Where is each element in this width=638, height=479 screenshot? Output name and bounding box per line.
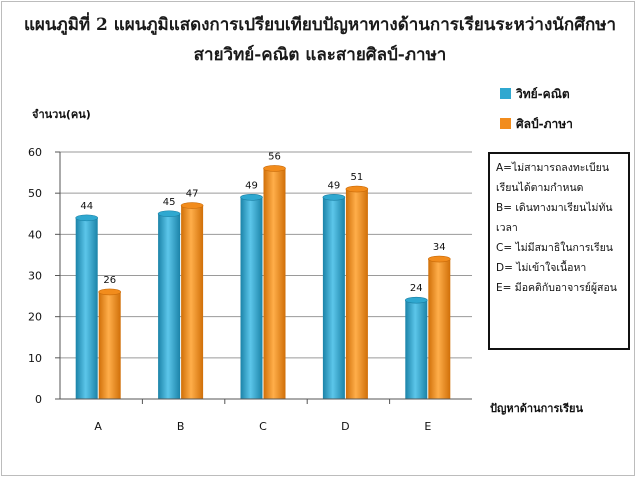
bar-B-series1	[158, 213, 181, 399]
bar-cap-C-series1	[240, 193, 263, 201]
data-label-E-series2: 34	[433, 242, 446, 253]
bar-B-series2	[181, 205, 204, 399]
data-label-D-series2: 51	[351, 172, 364, 183]
bar-D-series1	[322, 197, 345, 399]
bar-cap-A-series2	[98, 288, 121, 296]
y-tick-label: 30	[28, 270, 42, 283]
note-c: C= ไม่มีสมาธิในการเรียน	[496, 242, 613, 254]
bar-cap-B-series1	[157, 210, 181, 218]
data-label-C-series2: 56	[268, 151, 281, 162]
x-tick-label-A: A	[94, 420, 102, 433]
note-a: A=ไม่สามารถลงทะเบียนเรียนได้ตามกำหนด	[496, 162, 610, 194]
x-tick-label-E: E	[424, 420, 431, 433]
bar-cap-A-series1	[75, 214, 98, 222]
y-axis-label: จำนวน(คน)	[32, 108, 91, 121]
legend-swatch-series1	[500, 88, 511, 99]
bar-E-series2	[428, 259, 451, 399]
bar-E-series1	[405, 300, 428, 399]
axes: 0 10 20 30 40 50 60 A B C D E	[28, 146, 472, 433]
note-b: B= เดินทางมาเรียนไม่ทันเวลา	[496, 202, 613, 234]
y-tick-label: 40	[28, 228, 42, 241]
data-label-B-series1: 45	[163, 197, 176, 208]
bar-A-series2	[98, 291, 121, 399]
legend-swatch-series2	[500, 118, 511, 129]
legend: วิทย์-คณิต ศิลป์-ภาษา	[500, 87, 573, 131]
legend-label-series2: ศิลป์-ภาษา	[516, 117, 573, 131]
bar-cap-E-series1	[404, 296, 428, 304]
y-tick-label: 10	[28, 352, 42, 365]
bar-cap-E-series2	[427, 255, 451, 263]
bar-cap-C-series2	[263, 165, 286, 172]
data-label-C-series1: 49	[245, 180, 258, 191]
x-tick-label-D: D	[341, 420, 349, 433]
bar-cap-B-series2	[180, 202, 204, 209]
bar-cap-D-series2	[345, 185, 369, 193]
legend-label-series1: วิทย์-คณิต	[516, 87, 570, 101]
bar-A-series1	[75, 217, 98, 399]
x-tick-label-B: B	[177, 420, 185, 433]
data-label-A-series2: 26	[103, 275, 116, 286]
data-label-B-series2: 47	[186, 189, 199, 200]
y-tick-label: 0	[35, 393, 42, 406]
chart-title-line-1: แผนภูมิที่ 2 แผนภูมิแสดงการเปรียบเทียบปั…	[24, 12, 616, 36]
bar-C-series1	[240, 197, 263, 399]
note-e: E= มีอคติกับอาจารย์ผู้สอน	[496, 282, 617, 294]
y-tick-label: 20	[28, 311, 42, 324]
chart-title-line-2: สายวิทย์-คณิต และสายศิลป์-ภาษา	[194, 44, 447, 65]
data-labels: 44 26 45 47 49 56 49 51 24 34	[80, 151, 445, 294]
bars	[75, 165, 451, 399]
x-tick-label-C: C	[259, 420, 267, 433]
category-notes-box: A=ไม่สามารถลงทะเบียนเรียนได้ตามกำหนด B= …	[488, 152, 630, 350]
bar-D-series2	[345, 189, 368, 399]
bar-cap-D-series1	[322, 193, 346, 201]
x-axis-label: ปัญหาด้านการเรียน	[490, 402, 583, 415]
data-label-E-series1: 24	[410, 283, 423, 294]
data-label-A-series1: 44	[80, 201, 93, 212]
bar-C-series2	[263, 168, 286, 399]
y-tick-label: 50	[28, 187, 42, 200]
data-label-D-series1: 49	[328, 180, 341, 191]
y-tick-label: 60	[28, 146, 42, 159]
note-d: D= ไม่เข้าใจเนื้อหา	[496, 262, 587, 274]
